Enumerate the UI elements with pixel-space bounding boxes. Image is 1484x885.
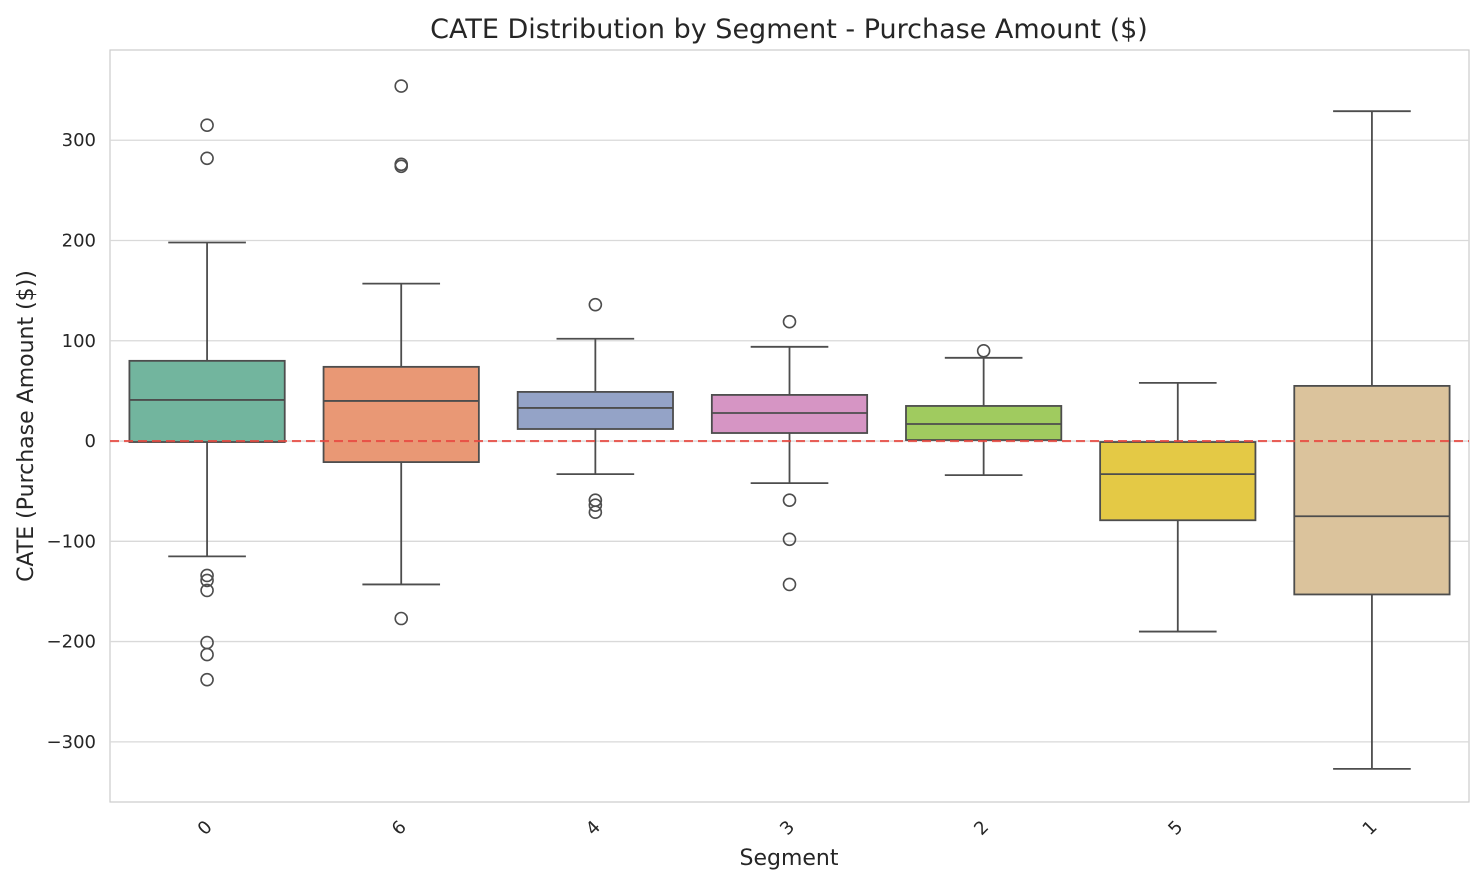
iqr-box <box>710 394 869 434</box>
box-segment-0 <box>128 118 286 687</box>
outlier-point <box>200 647 214 662</box>
x-tick-label: 2 <box>970 817 993 840</box>
iqr-box <box>128 359 286 443</box>
outlier-point <box>782 577 797 592</box>
outlier-point <box>200 568 214 583</box>
outlier-point <box>976 343 991 358</box>
x-tick-label: 1 <box>1359 817 1382 840</box>
outlier-point <box>394 611 409 626</box>
x-tick-label: 6 <box>388 817 411 840</box>
y-tick-label: 100 <box>62 331 96 352</box>
outlier-point <box>200 573 214 588</box>
y-tick-label: 0 <box>85 431 96 452</box>
y-axis-label: CATE (Purchase Amount ($)) <box>14 270 39 582</box>
box-segment-1 <box>1293 110 1451 770</box>
iqr-box <box>516 391 674 430</box>
outlier-point <box>588 505 603 520</box>
outlier-point <box>394 79 409 93</box>
x-axis-label: Segment <box>740 846 839 871</box>
outlier-point <box>394 159 409 174</box>
iqr-box <box>905 405 1063 441</box>
x-tick-label: 3 <box>776 817 799 840</box>
outlier-point <box>588 498 603 513</box>
y-tick-label: −100 <box>47 531 96 552</box>
iqr-box <box>1293 384 1451 596</box>
y-tick-label: 200 <box>62 231 96 252</box>
iqr-box <box>322 365 480 463</box>
chart-title: CATE Distribution by Segment - Purchase … <box>430 14 1148 45</box>
box-segment-6 <box>322 79 480 626</box>
x-tick-label: 0 <box>194 817 217 840</box>
outlier-point <box>782 314 797 329</box>
outlier-point <box>782 532 797 547</box>
outlier-point <box>200 583 214 598</box>
box-series <box>128 79 1451 770</box>
outlier-point <box>200 151 214 166</box>
box-segment-5 <box>1099 381 1257 633</box>
x-axis-ticks: 0 6 4 3 2 5 1 <box>194 817 1382 840</box>
x-tick-label: 4 <box>582 817 605 840</box>
y-tick-label: 300 <box>62 130 96 151</box>
iqr-box <box>1099 441 1257 522</box>
y-tick-label: −200 <box>47 632 96 653</box>
y-axis-ticks: 300 200 100 0 −100 −200 −300 <box>47 130 96 753</box>
outlier-point <box>588 297 603 312</box>
outlier-point <box>200 118 214 132</box>
outlier-point <box>782 493 797 507</box>
outlier-point <box>200 672 214 687</box>
x-tick-label: 5 <box>1164 817 1187 840</box>
grid-lines <box>110 139 1469 743</box>
y-tick-label: −300 <box>47 732 96 753</box>
box-segment-3 <box>710 314 869 592</box>
box-segment-4 <box>516 297 674 520</box>
